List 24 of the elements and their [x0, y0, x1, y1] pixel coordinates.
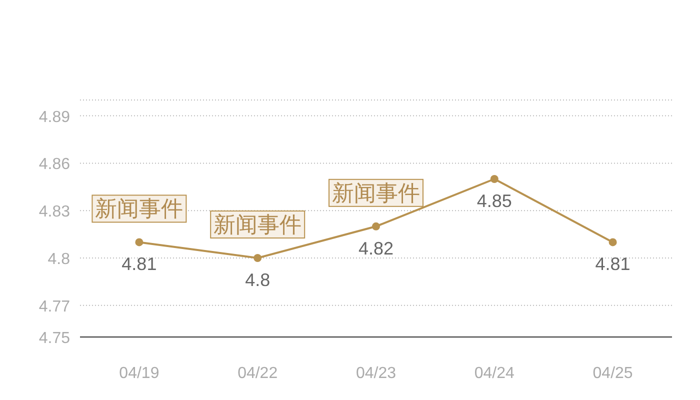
data-label: 4.81 — [122, 254, 157, 274]
x-tick-label: 04/25 — [592, 365, 633, 382]
data-label: 4.85 — [476, 191, 512, 211]
x-tick-label: 04/22 — [238, 365, 278, 382]
data-label: 4.8 — [245, 270, 270, 290]
x-tick-label: 04/23 — [356, 365, 396, 382]
point — [490, 175, 498, 183]
y-tick-label: 4.8 — [48, 251, 70, 268]
data-label: 4.82 — [358, 238, 394, 258]
annotation: 新闻事件 — [332, 180, 420, 206]
data-label: 4.81 — [595, 254, 630, 274]
y-tick-label: 4.83 — [38, 204, 70, 221]
annotation: 新闻事件 — [95, 196, 184, 222]
point — [254, 254, 262, 262]
y-tick-label: 4.89 — [38, 108, 70, 126]
y-tick-label: 4.75 — [38, 330, 70, 347]
y-tick-label: 4.86 — [38, 156, 70, 174]
point — [372, 222, 380, 230]
point — [135, 238, 144, 246]
x-tick-label: 04/24 — [474, 365, 515, 382]
x-tick-label: 04/19 — [119, 365, 160, 382]
annotation: 新闻事件 — [214, 212, 302, 237]
point — [608, 238, 617, 246]
y-tick-label: 4.77 — [38, 298, 70, 316]
